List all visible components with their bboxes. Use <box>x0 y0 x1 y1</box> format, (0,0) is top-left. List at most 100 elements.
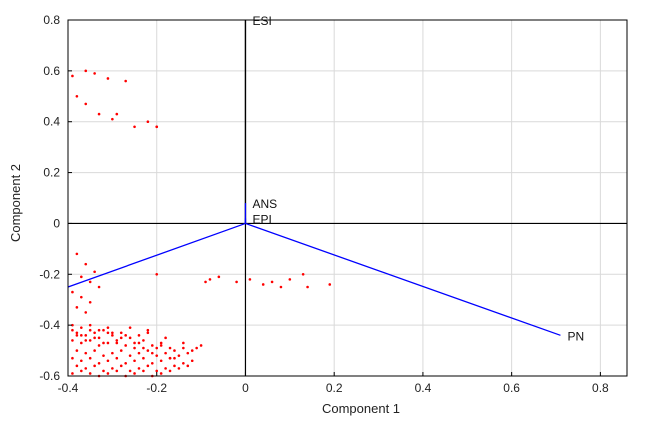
y-tick-label: 0.2 <box>43 166 60 180</box>
score-point <box>155 346 159 350</box>
score-point <box>93 270 96 274</box>
score-point <box>190 359 194 363</box>
score-point <box>111 117 114 121</box>
y-tick-labels: -0.6 -0.4 -0.2 0 0.2 0.4 0.6 0.8 <box>39 13 72 383</box>
score-point <box>80 275 83 279</box>
score-point <box>168 346 172 350</box>
score-point <box>106 372 110 375</box>
score-point <box>146 328 150 332</box>
score-point <box>137 351 141 355</box>
score-point <box>128 354 132 357</box>
score-point <box>88 328 92 332</box>
score-point <box>217 275 221 279</box>
score-point <box>142 369 145 373</box>
score-point <box>97 336 101 340</box>
score-point <box>195 346 198 350</box>
score-point <box>80 359 83 363</box>
x-tick-labels: -0.4 -0.2 0 0.2 0.4 0.6 0.8 <box>58 372 609 395</box>
vector-label: ANS <box>252 197 277 211</box>
score-point <box>159 341 163 345</box>
x-tick-label: 0.6 <box>503 381 520 395</box>
score-point <box>173 349 176 352</box>
score-point <box>102 328 105 332</box>
score-point <box>88 280 92 284</box>
y-tick-label: -0.2 <box>39 267 60 281</box>
score-point <box>248 278 252 281</box>
score-point <box>115 356 119 360</box>
score-point <box>155 125 159 129</box>
score-point <box>124 344 127 347</box>
vector-label: PN <box>567 329 584 343</box>
score-point <box>173 364 176 368</box>
loading-vectors <box>67 20 561 336</box>
score-point <box>146 120 150 124</box>
plot-frame <box>67 19 628 377</box>
score-point <box>80 369 83 373</box>
score-point <box>328 283 332 286</box>
score-point <box>84 69 88 73</box>
y-axis-label: Component 2 <box>8 164 23 242</box>
vector-label: ESI <box>252 14 271 28</box>
score-point <box>71 290 74 294</box>
score-point <box>88 372 92 375</box>
y-tick-label: 0.8 <box>43 13 60 27</box>
score-point <box>155 272 159 276</box>
y-tick-label: 0 <box>53 216 60 230</box>
zero-axes <box>68 20 627 376</box>
score-point <box>106 341 110 345</box>
score-point <box>150 351 154 355</box>
x-tick-label: -0.2 <box>146 381 167 395</box>
score-point <box>71 323 74 327</box>
score-point <box>186 364 190 368</box>
score-point <box>80 326 83 329</box>
score-point <box>133 125 136 129</box>
score-point <box>133 341 136 345</box>
score-point <box>133 372 136 375</box>
score-point <box>97 112 101 116</box>
score-point <box>75 349 79 352</box>
score-point <box>173 356 176 360</box>
score-point <box>80 334 83 337</box>
score-point <box>301 272 305 276</box>
score-point <box>190 349 194 352</box>
score-point <box>168 369 172 373</box>
y-tick-label: 0.6 <box>43 64 60 78</box>
score-point <box>119 336 123 340</box>
score-point <box>93 364 96 368</box>
score-point <box>288 278 292 281</box>
score-point <box>146 331 150 335</box>
score-point <box>137 334 141 337</box>
score-point <box>159 359 163 363</box>
score-point <box>164 336 167 340</box>
score-point <box>84 339 88 342</box>
score-point <box>84 334 88 337</box>
score-point <box>102 369 105 373</box>
score-point <box>119 364 123 368</box>
y-tick-label: -0.4 <box>39 318 60 332</box>
score-point <box>182 346 185 350</box>
y-tick-label: 0.4 <box>43 115 60 129</box>
score-point <box>155 354 159 357</box>
score-point <box>168 356 172 360</box>
score-point <box>88 300 92 304</box>
score-point <box>97 361 101 365</box>
score-point <box>111 331 114 335</box>
score-point <box>102 341 105 345</box>
score-point <box>124 361 127 365</box>
score-point <box>88 323 92 327</box>
score-point <box>115 339 119 342</box>
score-point <box>75 252 79 256</box>
score-point <box>133 346 136 350</box>
score-point <box>182 361 185 365</box>
score-point <box>84 351 88 355</box>
score-point <box>71 339 74 342</box>
score-point <box>142 346 145 350</box>
score-point <box>84 311 88 314</box>
score-point <box>128 369 132 373</box>
score-point <box>137 341 141 345</box>
score-point <box>150 361 154 365</box>
score-point <box>93 72 96 75</box>
y-tick-label: -0.6 <box>39 369 60 383</box>
